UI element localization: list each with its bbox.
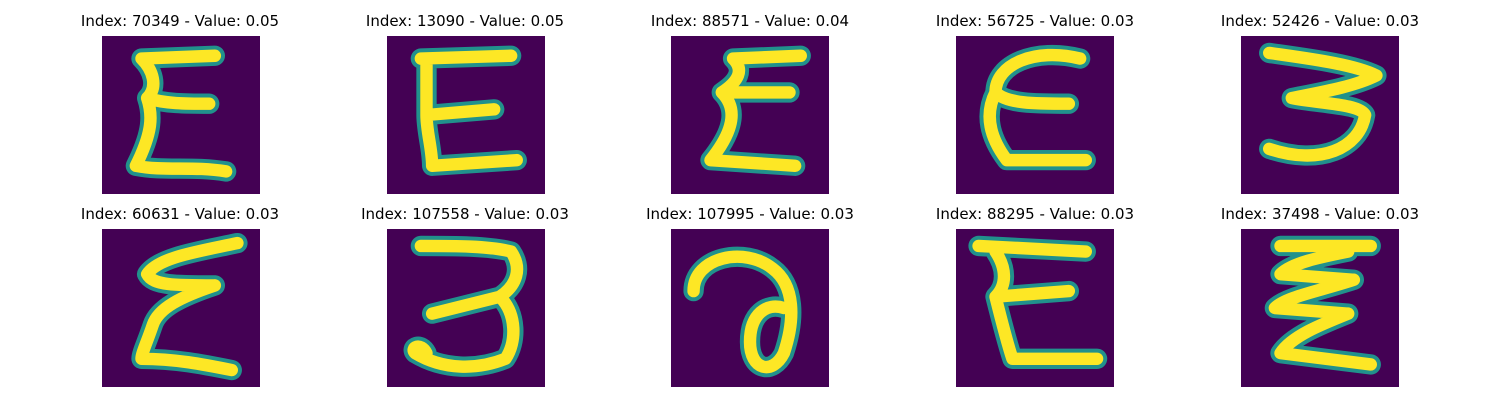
panel-title: Index: 107558 - Value: 0.03 [361, 205, 569, 223]
panel-title: Index: 88295 - Value: 0.03 [935, 205, 1135, 223]
panel-image [1241, 229, 1399, 387]
panel-title: Index: 70349 - Value: 0.05 [80, 12, 280, 30]
glyph-epsilon-f [956, 229, 1114, 387]
panel-title: Index: 37498 - Value: 0.03 [1220, 205, 1420, 223]
panel-title: Index: 52426 - Value: 0.03 [1220, 12, 1420, 30]
glyph-three-b [387, 229, 545, 387]
panel-title: Index: 13090 - Value: 0.05 [365, 12, 565, 30]
glyph-epsilon-e [102, 229, 260, 387]
panel-title: Index: 60631 - Value: 0.03 [80, 205, 280, 223]
panel-image [671, 36, 829, 194]
glyph-epsilon-c [671, 36, 829, 194]
panel-image [387, 36, 545, 194]
panel-title: Index: 107995 - Value: 0.03 [646, 205, 854, 223]
glyph-epsilon-a [102, 36, 260, 194]
panel-image [387, 229, 545, 387]
glyph-epsilon-b [387, 36, 545, 194]
panel-image [102, 229, 260, 387]
panel-title: Index: 88571 - Value: 0.04 [650, 12, 850, 30]
glyph-epsilon-d [956, 36, 1114, 194]
glyph-three-a [1241, 36, 1399, 194]
panel-image [956, 229, 1114, 387]
panel-image [956, 36, 1114, 194]
panel-image [1241, 36, 1399, 194]
panel-image [671, 229, 829, 387]
panel-image [102, 36, 260, 194]
glyph-loop-a [671, 229, 829, 387]
glyph-zigzag-a [1241, 229, 1399, 387]
panel-title: Index: 56725 - Value: 0.03 [935, 12, 1135, 30]
